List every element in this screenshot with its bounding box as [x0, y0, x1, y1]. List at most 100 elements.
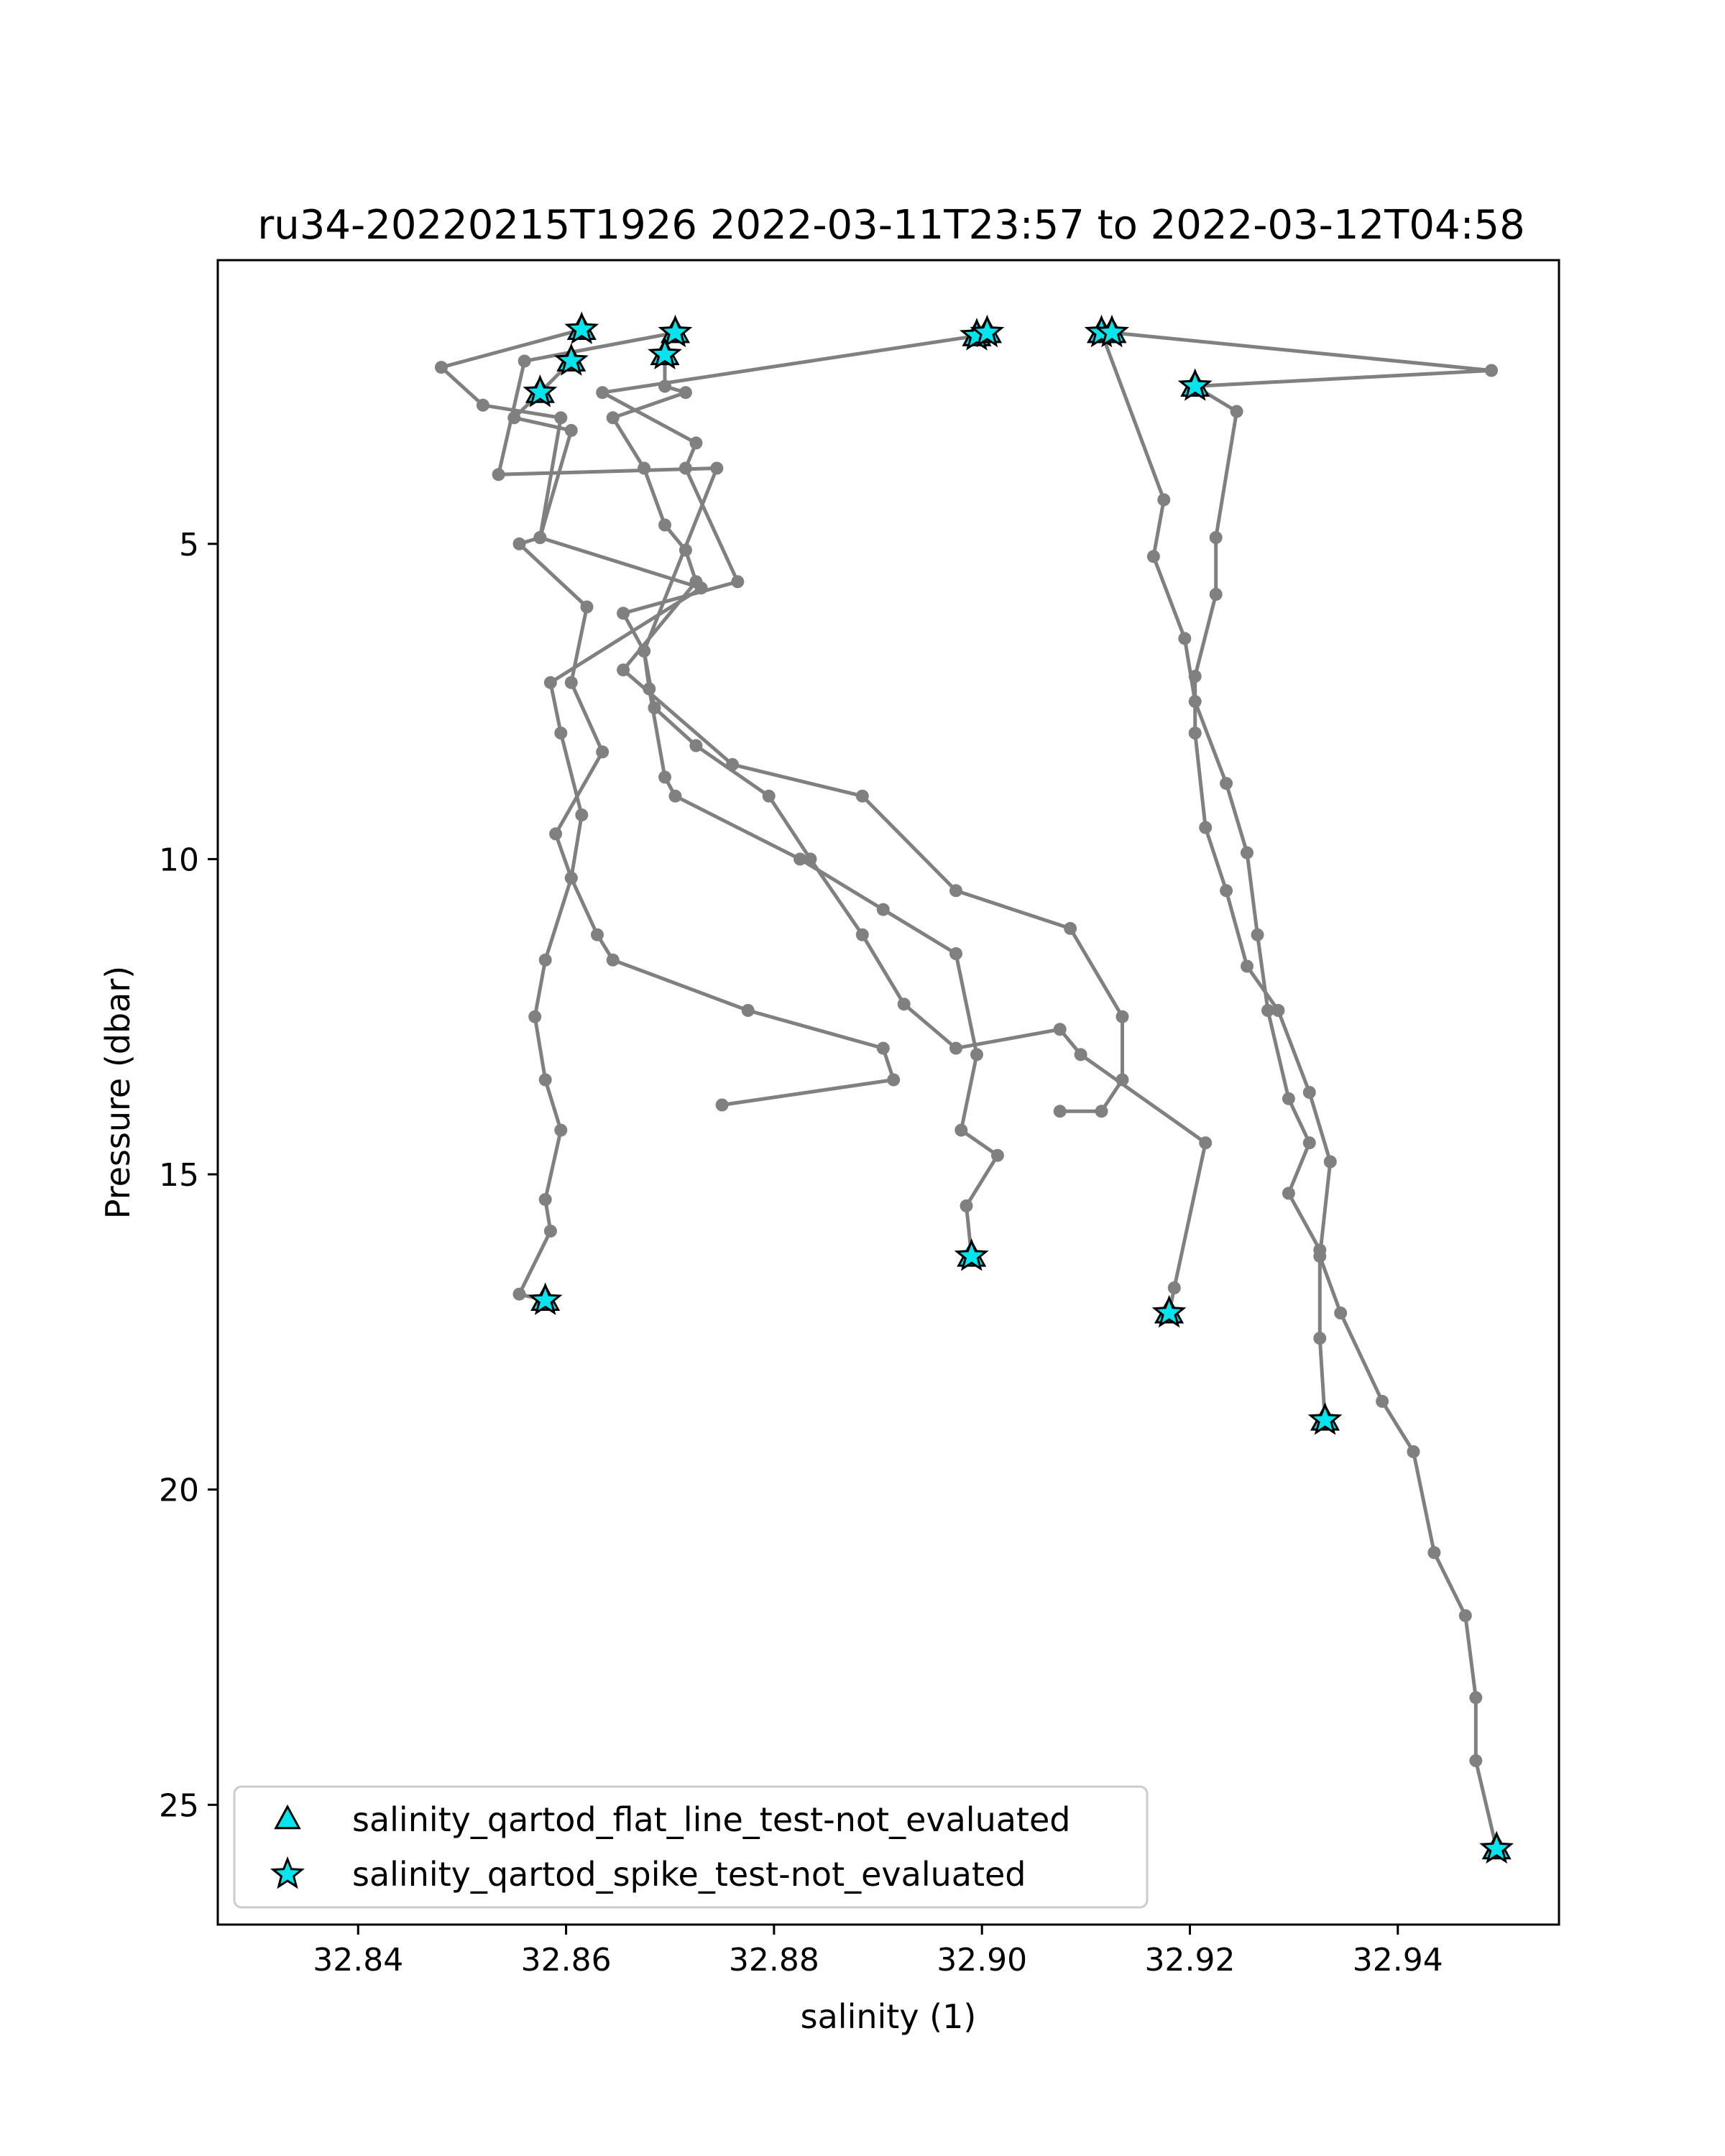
data-point — [1427, 1546, 1441, 1560]
data-point — [1167, 1281, 1181, 1294]
data-point — [564, 423, 578, 437]
data-point — [1241, 846, 1254, 860]
data-point — [658, 518, 671, 532]
data-point — [596, 386, 610, 400]
series-0 — [435, 323, 708, 1307]
data-point — [876, 1041, 890, 1055]
data-point — [1157, 493, 1171, 507]
spike-marker — [1095, 314, 1129, 348]
data-point — [1376, 1394, 1389, 1408]
y-axis: 5 10 15 20 25 — [159, 527, 218, 1824]
data-point — [1116, 1010, 1129, 1023]
data-point — [1302, 1086, 1316, 1099]
data-point — [528, 1010, 542, 1023]
y-tick-label: 10 — [159, 842, 199, 878]
data-point — [855, 928, 869, 941]
data-point — [741, 1004, 755, 1017]
data-point — [887, 1073, 901, 1087]
data-point — [678, 543, 692, 557]
data-point — [1053, 1023, 1067, 1036]
data-point — [554, 1123, 568, 1137]
spike-marker — [1151, 1294, 1187, 1328]
data-point — [538, 1193, 552, 1207]
legend-item: salinity_qartod_spike_test-not_evaluated — [270, 1855, 1026, 1894]
data-point — [990, 1148, 1004, 1162]
series-1 — [492, 326, 1004, 1263]
data-point — [949, 947, 962, 960]
data-point — [606, 953, 620, 967]
series-line — [439, 328, 704, 1302]
data-point — [1282, 1187, 1295, 1200]
x-tick-label: 32.86 — [521, 1942, 612, 1978]
data-point — [1251, 928, 1264, 941]
series-line — [600, 333, 1208, 1314]
series-5 — [1095, 326, 1332, 1427]
data-point — [960, 1199, 973, 1212]
data-point — [949, 1041, 962, 1055]
data-point — [876, 903, 890, 916]
data-point — [512, 537, 526, 550]
data-point — [1469, 1754, 1483, 1767]
data-point — [1178, 632, 1192, 645]
spike-marker — [954, 1238, 989, 1271]
data-point — [435, 361, 448, 374]
data-point — [855, 789, 869, 803]
data-point — [1485, 364, 1498, 377]
data-point — [1146, 550, 1160, 563]
data-point — [1313, 1332, 1327, 1345]
data-point — [1053, 1105, 1067, 1118]
data-point — [638, 461, 651, 475]
data-point — [1261, 1004, 1274, 1017]
data-point — [1230, 405, 1243, 418]
data-point — [543, 676, 557, 689]
data-point — [1302, 1136, 1316, 1150]
data-point — [1209, 531, 1223, 544]
data-point — [617, 607, 630, 620]
y-tick-label: 5 — [179, 527, 199, 563]
data-point — [549, 827, 563, 841]
x-tick-label: 32.90 — [937, 1942, 1027, 1978]
x-tick-label: 32.94 — [1353, 1942, 1443, 1978]
data-point — [731, 575, 745, 589]
plot-frame — [216, 259, 1560, 1926]
data-point — [1074, 1048, 1087, 1061]
y-axis-label: Pressure (dbar) — [98, 966, 137, 1219]
spike-marker — [658, 314, 693, 348]
data-point — [897, 998, 911, 1011]
data-point — [1199, 821, 1213, 834]
data-point — [518, 354, 531, 368]
legend-star-icon — [270, 1856, 305, 1889]
data-point — [554, 411, 568, 425]
data-point — [476, 398, 489, 412]
data-point — [1064, 921, 1077, 935]
data-point — [492, 468, 505, 482]
data-point — [689, 575, 703, 589]
data-point — [689, 739, 703, 752]
spike-marker — [1307, 1402, 1343, 1435]
data-point — [658, 770, 671, 784]
data-point — [606, 411, 620, 425]
spike-marker — [553, 343, 589, 376]
legend-label: salinity_qartod_flat_line_test-not_evalu… — [352, 1800, 1070, 1839]
y-tick-label: 25 — [159, 1787, 199, 1824]
x-tick-label: 32.92 — [1145, 1942, 1236, 1978]
data-point — [678, 386, 692, 400]
y-tick-label: 15 — [159, 1157, 199, 1194]
data-point — [1271, 1004, 1285, 1017]
spike-marker — [523, 374, 558, 407]
x-axis: 32.84 32.86 32.88 32.90 32.92 32.94 — [313, 1925, 1443, 1978]
data-point — [580, 600, 594, 614]
data-point — [1188, 670, 1202, 683]
data-point — [710, 461, 724, 475]
data-point — [949, 884, 962, 898]
legend-item: salinity_qartod_flat_line_test-not_evalu… — [274, 1800, 1070, 1839]
data-point — [1199, 1136, 1213, 1150]
data-point — [1407, 1445, 1420, 1458]
data-point — [512, 1287, 526, 1301]
x-axis-label: salinity (1) — [801, 1997, 977, 2036]
series-layer — [435, 323, 1504, 1856]
data-point — [1241, 959, 1254, 973]
data-point — [1323, 1155, 1337, 1169]
data-point — [1220, 777, 1233, 791]
